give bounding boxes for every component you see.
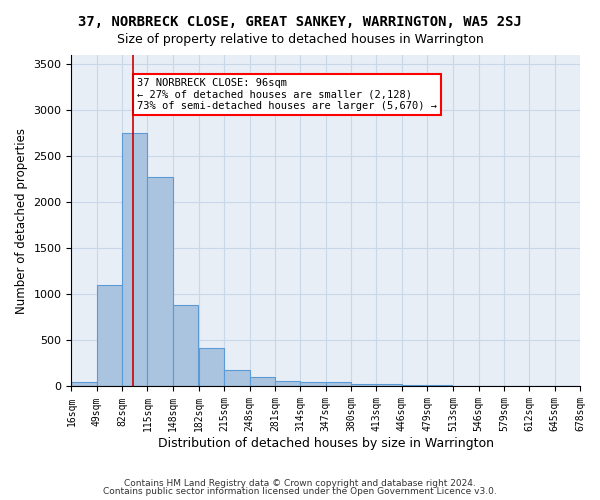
Bar <box>376 384 402 386</box>
Bar <box>224 370 250 386</box>
X-axis label: Distribution of detached houses by size in Warrington: Distribution of detached houses by size … <box>158 437 494 450</box>
Bar <box>326 382 351 386</box>
Text: 37 NORBRECK CLOSE: 96sqm
← 27% of detached houses are smaller (2,128)
73% of sem: 37 NORBRECK CLOSE: 96sqm ← 27% of detach… <box>137 78 437 111</box>
Bar <box>402 384 427 386</box>
Bar <box>301 382 326 386</box>
Y-axis label: Number of detached properties: Number of detached properties <box>15 128 28 314</box>
Text: 37, NORBRECK CLOSE, GREAT SANKEY, WARRINGTON, WA5 2SJ: 37, NORBRECK CLOSE, GREAT SANKEY, WARRIN… <box>78 15 522 29</box>
Bar <box>275 381 301 386</box>
Bar <box>250 378 275 386</box>
Bar <box>148 178 173 386</box>
Bar <box>199 348 224 387</box>
Bar <box>122 134 148 386</box>
Bar <box>71 382 97 386</box>
Bar <box>427 384 452 386</box>
Text: Contains HM Land Registry data © Crown copyright and database right 2024.: Contains HM Land Registry data © Crown c… <box>124 478 476 488</box>
Bar <box>173 306 198 386</box>
Bar <box>97 285 122 386</box>
Text: Size of property relative to detached houses in Warrington: Size of property relative to detached ho… <box>116 32 484 46</box>
Text: Contains public sector information licensed under the Open Government Licence v3: Contains public sector information licen… <box>103 487 497 496</box>
Bar <box>351 384 376 386</box>
